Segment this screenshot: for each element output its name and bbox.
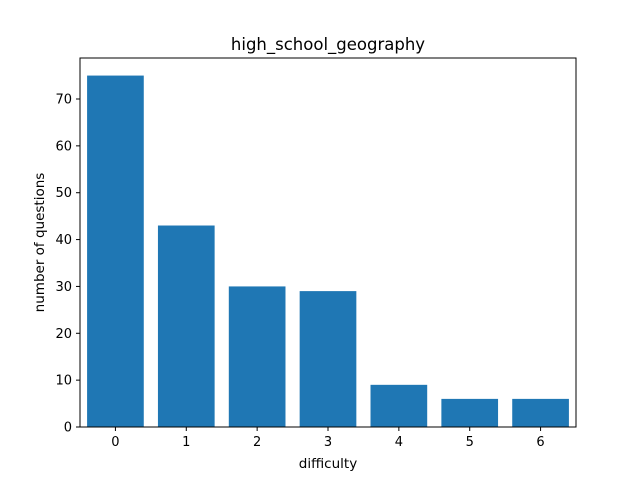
x-tick-label: 3 — [324, 435, 332, 450]
x-axis-label: difficulty — [299, 456, 357, 472]
x-tick-label: 2 — [253, 435, 261, 450]
bar-2 — [228, 286, 286, 427]
bar-4 — [370, 384, 428, 427]
x-tick-label: 4 — [395, 435, 403, 450]
x-tick-label: 1 — [182, 435, 190, 450]
bar-5 — [441, 398, 499, 427]
y-tick-label: 20 — [55, 327, 72, 342]
bars-group — [87, 75, 569, 428]
y-tick-label: 40 — [55, 233, 72, 248]
chart-title: high_school_geography — [231, 35, 425, 55]
y-axis-ticks: 0 10 20 30 40 50 60 70 — [55, 93, 80, 436]
y-tick-label: 50 — [55, 186, 72, 201]
y-tick-label: 60 — [55, 139, 72, 154]
y-axis-label: number of questions — [32, 173, 48, 313]
bar-1 — [157, 225, 215, 427]
x-axis-ticks: 0 1 2 3 4 5 6 — [111, 427, 545, 450]
y-tick-label: 70 — [55, 93, 72, 108]
y-tick-label: 30 — [55, 280, 72, 295]
y-tick-label: 0 — [64, 421, 72, 436]
axes-frame — [79, 57, 577, 428]
bar-6 — [512, 398, 569, 427]
y-tick-label: 10 — [55, 374, 72, 389]
bar-3 — [299, 291, 357, 427]
x-tick-label: 6 — [536, 435, 544, 450]
bar-0 — [87, 75, 144, 428]
x-tick-label: 0 — [111, 435, 119, 450]
x-tick-label: 5 — [466, 435, 474, 450]
